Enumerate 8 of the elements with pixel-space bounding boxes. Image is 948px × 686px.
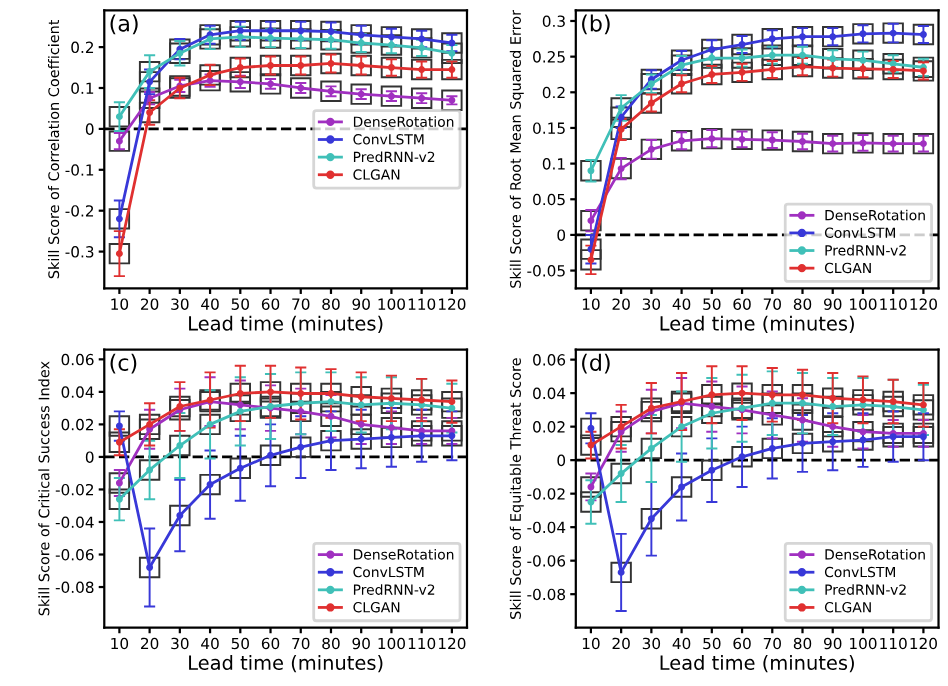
x-axis-title: Lead time (minutes) [189, 654, 383, 673]
annotation: (c) [110, 353, 137, 374]
annotation: (b) [582, 14, 610, 35]
x-axis-title: Lead time (minutes) [660, 654, 854, 673]
x-axis-title: Lead time (minutes) [189, 315, 383, 334]
annotation: (a) [110, 14, 138, 35]
annotation: (d) [582, 353, 610, 374]
x-axis-title: Lead time (minutes) [660, 315, 854, 334]
